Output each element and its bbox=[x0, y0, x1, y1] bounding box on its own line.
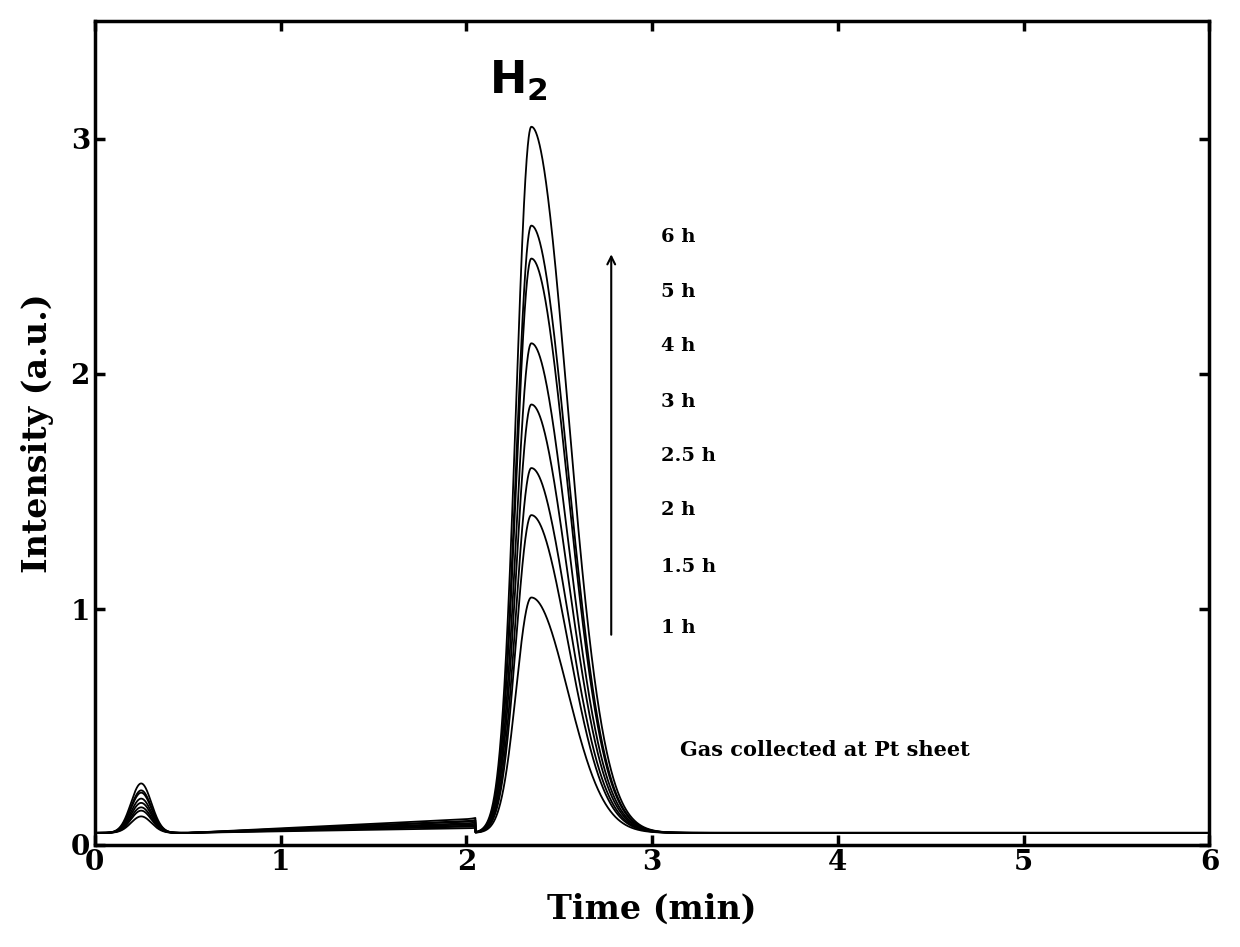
Text: Gas collected at Pt sheet: Gas collected at Pt sheet bbox=[680, 741, 970, 760]
Text: $\mathbf{H_2}$: $\mathbf{H_2}$ bbox=[489, 59, 548, 103]
Text: 2.5 h: 2.5 h bbox=[661, 447, 717, 465]
X-axis label: Time (min): Time (min) bbox=[547, 893, 756, 926]
Text: 6 h: 6 h bbox=[661, 228, 696, 246]
Text: 3 h: 3 h bbox=[661, 393, 696, 411]
Text: 1 h: 1 h bbox=[661, 619, 696, 637]
Y-axis label: Intensity (a.u.): Intensity (a.u.) bbox=[21, 293, 53, 573]
Text: 2 h: 2 h bbox=[661, 501, 696, 519]
Text: 4 h: 4 h bbox=[661, 336, 696, 354]
Text: 1.5 h: 1.5 h bbox=[661, 558, 717, 576]
Text: 5 h: 5 h bbox=[661, 282, 696, 300]
